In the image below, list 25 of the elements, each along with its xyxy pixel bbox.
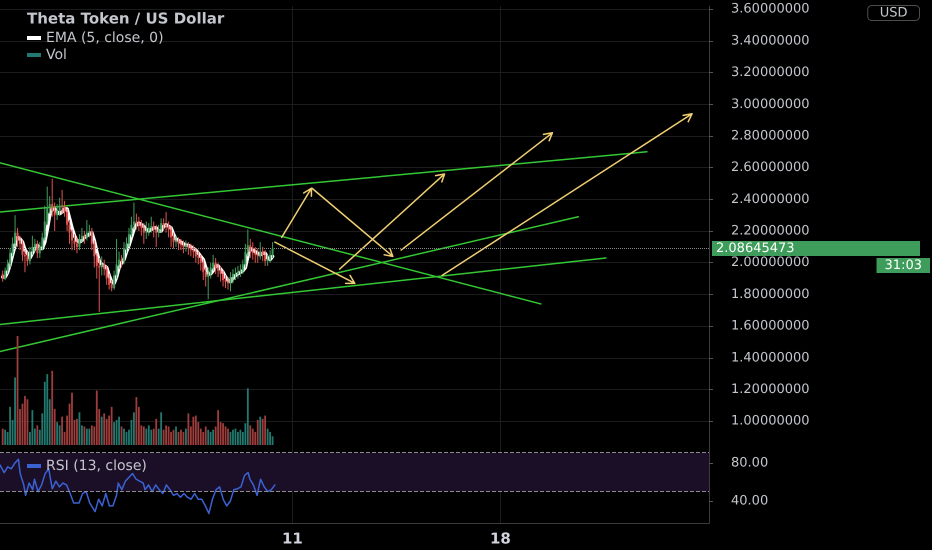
text: 31:03: [884, 258, 922, 274]
y-tick-label: 3.60000000: [731, 2, 810, 17]
y-tick-label: 1.80000000: [731, 286, 810, 302]
y-tick-label: 1.60000000: [731, 318, 810, 334]
legend-label: EMA (5, close, 0): [46, 30, 164, 46]
y-tick-label: 2.80000000: [731, 128, 810, 144]
y-axis-title: USD: [880, 6, 908, 20]
y-tick-label: 3.20000000: [731, 65, 810, 80]
y-tick-label: 1.00000000: [731, 414, 810, 429]
x-tick-label: 11: [282, 530, 303, 548]
legend-label: RSI (13, close): [46, 458, 147, 474]
x-tick-label: 18: [490, 530, 511, 548]
y-tick-label: 3.00000000: [731, 96, 810, 112]
y-tick-label: 40.00: [731, 494, 768, 509]
y-tick-label: 2.40000000: [731, 192, 810, 207]
y-tick-label: 1.20000000: [731, 382, 810, 398]
legend-label: Vol: [46, 47, 67, 63]
y-tick-label: 2.60000000: [731, 160, 810, 176]
y-tick-label: 2.20000000: [731, 224, 810, 239]
y-tick-label: 2.00000000: [731, 255, 810, 270]
y-tick-label: 80.00: [731, 456, 768, 471]
ref-line-label: 2.08645473: [716, 240, 795, 256]
y-tick-label: 1.40000000: [731, 350, 810, 366]
chart-title: Theta Token / US Dollar: [27, 10, 225, 28]
y-tick-label: 3.40000000: [731, 33, 810, 48]
